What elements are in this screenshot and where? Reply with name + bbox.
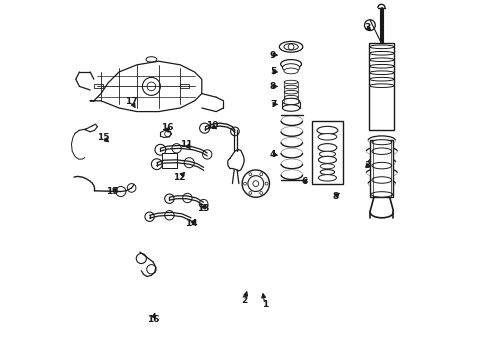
Ellipse shape — [369, 51, 394, 55]
Circle shape — [231, 127, 239, 136]
Ellipse shape — [284, 80, 298, 84]
Ellipse shape — [284, 68, 298, 74]
Ellipse shape — [372, 148, 392, 154]
Text: 8: 8 — [333, 192, 339, 201]
Ellipse shape — [369, 45, 394, 49]
Ellipse shape — [369, 77, 394, 81]
Text: 3: 3 — [364, 161, 370, 170]
Bar — [369, 43, 394, 130]
Circle shape — [183, 193, 192, 203]
Text: 15: 15 — [105, 187, 118, 196]
Bar — [162, 153, 177, 168]
Ellipse shape — [319, 151, 336, 157]
Text: 7: 7 — [270, 100, 276, 109]
Ellipse shape — [318, 134, 337, 140]
Ellipse shape — [279, 41, 303, 52]
Bar — [370, 140, 393, 197]
Circle shape — [116, 186, 126, 197]
Circle shape — [155, 144, 166, 155]
Text: 15: 15 — [97, 133, 109, 142]
Ellipse shape — [282, 105, 300, 111]
Ellipse shape — [372, 162, 392, 169]
Circle shape — [199, 199, 208, 208]
Text: 16: 16 — [161, 123, 174, 132]
Circle shape — [136, 253, 147, 264]
Circle shape — [147, 82, 156, 91]
Ellipse shape — [318, 175, 337, 181]
Text: 12: 12 — [173, 173, 186, 181]
Circle shape — [165, 194, 174, 203]
Text: 5: 5 — [270, 68, 276, 77]
Ellipse shape — [369, 71, 394, 75]
Text: 1: 1 — [262, 300, 268, 309]
Text: 11: 11 — [180, 140, 193, 149]
Text: 3: 3 — [364, 23, 370, 32]
Bar — [180, 84, 189, 88]
Circle shape — [288, 44, 294, 50]
Text: 16: 16 — [147, 315, 159, 324]
Circle shape — [249, 192, 252, 194]
Circle shape — [202, 150, 212, 159]
Circle shape — [265, 182, 268, 185]
Circle shape — [165, 211, 174, 220]
Text: 10: 10 — [206, 122, 218, 130]
Ellipse shape — [318, 156, 337, 163]
Circle shape — [253, 181, 259, 186]
Ellipse shape — [282, 98, 300, 105]
Circle shape — [260, 192, 263, 194]
Ellipse shape — [317, 126, 338, 134]
Bar — [94, 84, 103, 88]
Ellipse shape — [369, 58, 394, 62]
Ellipse shape — [284, 95, 298, 99]
Text: 17: 17 — [125, 97, 138, 106]
Circle shape — [143, 77, 160, 95]
Circle shape — [169, 158, 178, 167]
Circle shape — [260, 173, 263, 176]
Ellipse shape — [320, 170, 335, 175]
Text: 6: 6 — [301, 177, 308, 186]
Text: 13: 13 — [197, 204, 210, 212]
Text: 8: 8 — [270, 82, 276, 91]
Ellipse shape — [284, 44, 298, 50]
Ellipse shape — [365, 20, 375, 31]
Circle shape — [199, 123, 210, 133]
Circle shape — [172, 144, 181, 153]
Ellipse shape — [281, 60, 301, 69]
Text: 14: 14 — [185, 219, 198, 228]
Circle shape — [145, 212, 154, 221]
Text: 2: 2 — [241, 296, 247, 305]
Ellipse shape — [282, 64, 300, 72]
Ellipse shape — [318, 144, 337, 152]
Ellipse shape — [146, 57, 157, 62]
Circle shape — [151, 159, 162, 170]
Circle shape — [249, 173, 252, 176]
Ellipse shape — [372, 140, 392, 145]
Circle shape — [184, 158, 194, 168]
Circle shape — [248, 176, 264, 192]
Text: 9: 9 — [270, 50, 276, 59]
Ellipse shape — [372, 177, 392, 183]
Circle shape — [127, 184, 136, 192]
Circle shape — [165, 131, 171, 137]
Ellipse shape — [369, 64, 394, 68]
Ellipse shape — [369, 84, 394, 87]
Ellipse shape — [284, 85, 298, 89]
Ellipse shape — [371, 192, 392, 197]
Circle shape — [244, 182, 246, 185]
Circle shape — [147, 265, 156, 274]
Bar — [312, 121, 343, 184]
Text: 4: 4 — [270, 150, 276, 158]
Circle shape — [242, 170, 270, 197]
Ellipse shape — [284, 100, 298, 104]
Ellipse shape — [320, 164, 335, 169]
Ellipse shape — [284, 90, 298, 94]
